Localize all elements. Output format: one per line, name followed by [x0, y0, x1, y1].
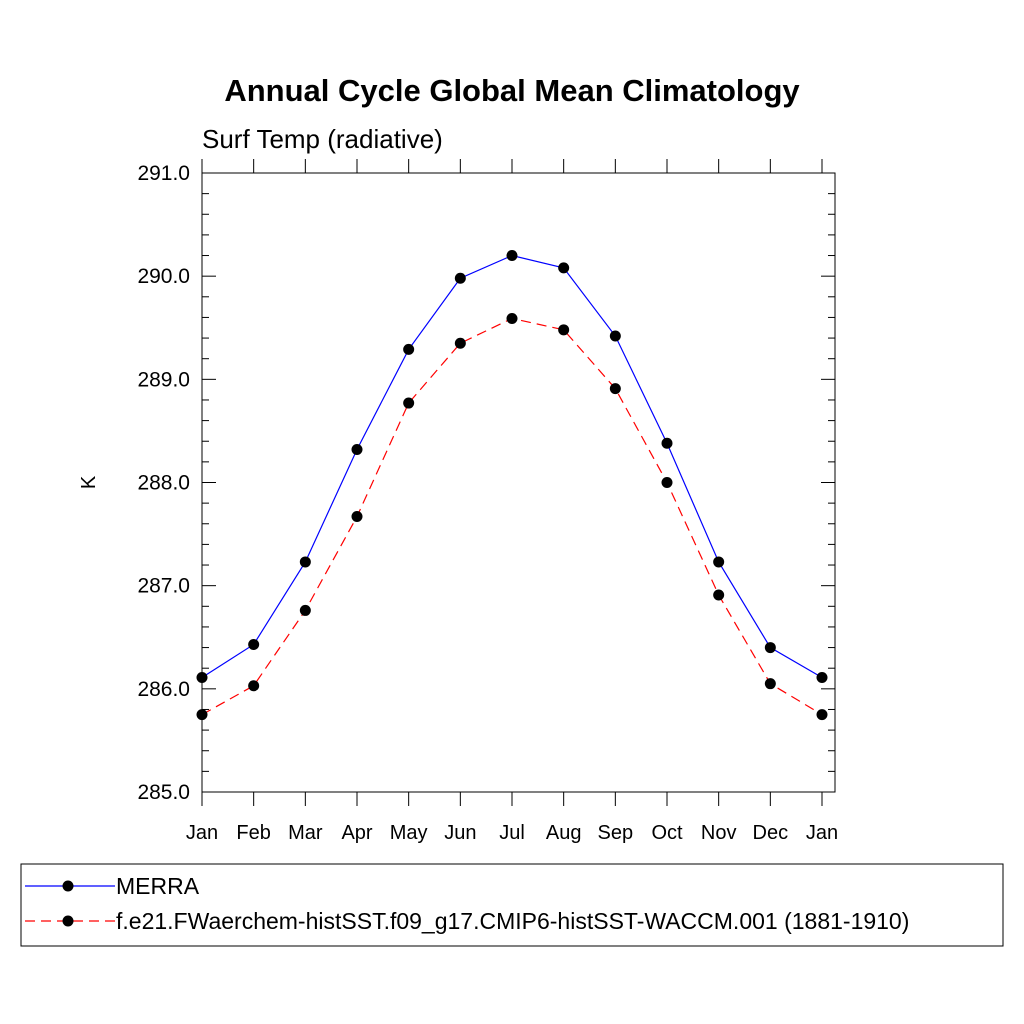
- y-tick-labels: 285.0 286.0 287.0 288.0 289.0 290.0 291.0: [137, 162, 190, 804]
- x-tick-label: Sep: [598, 822, 634, 844]
- data-point: [403, 397, 415, 409]
- data-point: [661, 437, 673, 449]
- data-point: [299, 604, 311, 616]
- x-tick-labels: Jan Feb Mar Apr May Jun Jul Aug Sep Oct Nov Dec Jan: [186, 822, 838, 844]
- data-point: [558, 262, 570, 274]
- data-point: [609, 330, 621, 342]
- legend-marker-swatch: [62, 880, 74, 892]
- major-ticks: [201, 159, 835, 806]
- x-tick-label: Dec: [753, 822, 789, 844]
- x-tick-label: Jan: [186, 822, 218, 844]
- series-2: [196, 312, 828, 721]
- data-point: [403, 343, 415, 355]
- data-point: [713, 589, 725, 601]
- legend-box: [20, 863, 1004, 947]
- legend-label: MERRA: [116, 873, 200, 899]
- data-point: [196, 709, 208, 721]
- plot-frame: [201, 172, 836, 793]
- x-tick-label: Jan: [806, 822, 838, 844]
- x-tick-label: Jul: [499, 822, 525, 844]
- data-point: [816, 709, 828, 721]
- data-point: [454, 272, 466, 284]
- x-tick-label: Jun: [444, 822, 476, 844]
- data-point: [248, 638, 260, 650]
- data-point: [299, 556, 311, 568]
- y-tick-label: 285.0: [137, 781, 190, 804]
- data-point: [506, 312, 518, 324]
- legend-entries: MERRA f.e21.FWaerchem-histSST.f09_g17.CMI…: [25, 873, 909, 934]
- y-axis-label: K: [78, 475, 100, 489]
- y-tick-label: 291.0: [137, 162, 190, 185]
- x-tick-label: May: [390, 822, 428, 844]
- data-point: [661, 477, 673, 488]
- y-tick-label: 290.0: [137, 265, 190, 288]
- data-point: [196, 671, 208, 683]
- data-point: [351, 511, 363, 523]
- y-tick-label: 289.0: [137, 368, 190, 391]
- data-point: [764, 642, 776, 654]
- data-point: [248, 680, 260, 692]
- data-point: [816, 671, 828, 683]
- x-tick-label: Apr: [341, 822, 372, 844]
- series-line: [201, 317, 823, 716]
- y-tick-label: 286.0: [137, 678, 190, 701]
- x-tick-label: Feb: [236, 822, 270, 844]
- chart-title: Annual Cycle Global Mean Climatology: [224, 73, 800, 108]
- data-point: [351, 443, 363, 455]
- data-point: [506, 250, 518, 262]
- data-point: [558, 324, 570, 336]
- y-tick-label: 288.0: [137, 472, 190, 495]
- data-point: [609, 383, 621, 395]
- legend-marker-swatch: [62, 915, 74, 927]
- data-point: [713, 556, 725, 568]
- x-tick-label: Mar: [288, 822, 323, 844]
- data-point: [454, 337, 466, 349]
- y-tick-label: 287.0: [137, 575, 190, 598]
- minor-ticks: [202, 193, 835, 772]
- x-tick-label: Aug: [546, 822, 582, 844]
- legend-label: f.e21.FWaerchem-histSST.f09_g17.CMIP6-hi…: [116, 908, 909, 934]
- data-point: [764, 678, 776, 690]
- series-layer: [196, 250, 828, 721]
- x-tick-label: Nov: [701, 822, 737, 844]
- x-tick-label: Oct: [651, 822, 683, 844]
- legend-entry: f.e21.FWaerchem-histSST.f09_g17.CMIP6-hi…: [25, 908, 909, 934]
- legend-entry: MERRA: [25, 873, 200, 899]
- chart-subtitle: Surf Temp (radiative): [202, 124, 443, 154]
- series-1: [196, 250, 828, 683]
